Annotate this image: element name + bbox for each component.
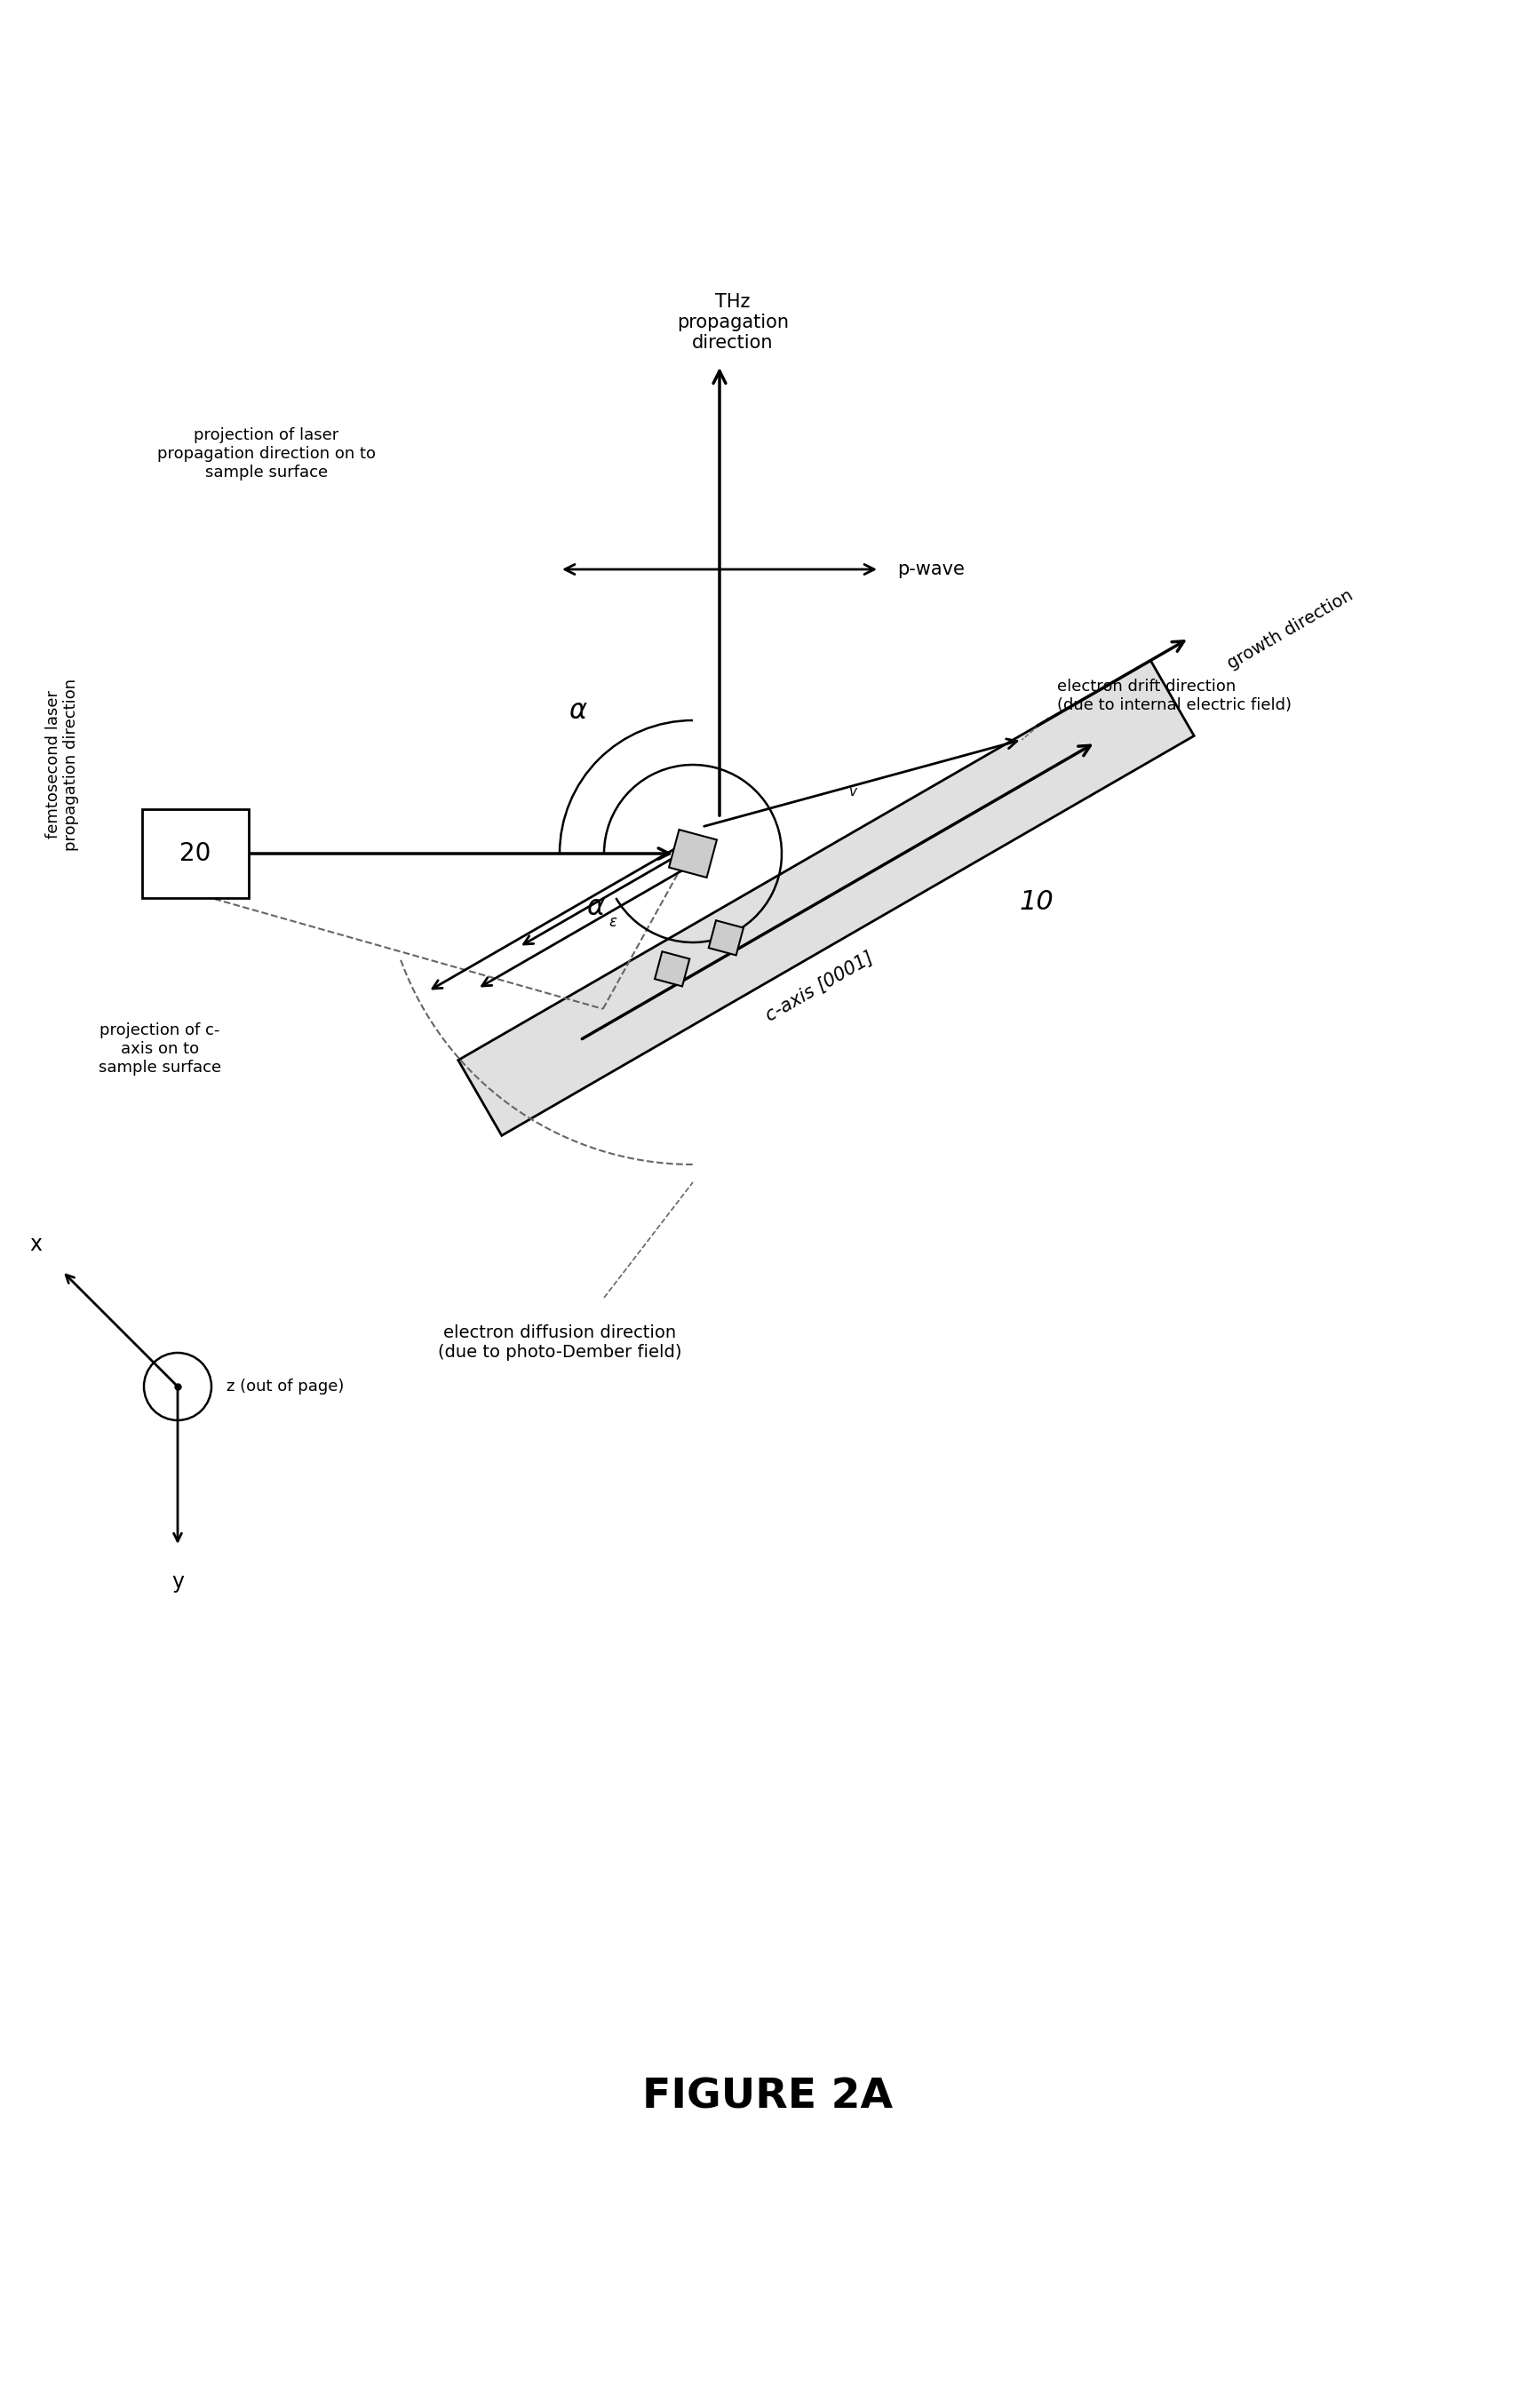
Text: 10: 10 bbox=[1019, 889, 1055, 915]
Text: 20: 20 bbox=[180, 840, 212, 867]
FancyBboxPatch shape bbox=[143, 809, 249, 898]
Text: z (out of page): z (out of page) bbox=[227, 1377, 344, 1394]
Polygon shape bbox=[709, 920, 743, 956]
Text: y: y bbox=[172, 1572, 184, 1592]
Text: x: x bbox=[29, 1233, 41, 1255]
Polygon shape bbox=[457, 660, 1194, 1137]
Text: THz
propagation
direction: THz propagation direction bbox=[677, 294, 789, 352]
Polygon shape bbox=[655, 951, 689, 987]
Text: projection of laser
propagation direction on to
sample surface: projection of laser propagation directio… bbox=[157, 429, 376, 482]
Text: electron drift direction
(due to internal electric field): electron drift direction (due to interna… bbox=[1058, 679, 1292, 713]
Text: c-axis [0001]: c-axis [0001] bbox=[763, 949, 876, 1026]
Text: FIGURE 2A: FIGURE 2A bbox=[642, 2078, 893, 2117]
Text: v: v bbox=[849, 785, 857, 799]
Text: femtosecond laser
propagation direction: femtosecond laser propagation direction bbox=[45, 679, 80, 850]
Text: electron diffusion direction
(due to photo-Dember field): electron diffusion direction (due to pho… bbox=[437, 1324, 682, 1361]
Text: growth direction: growth direction bbox=[1225, 588, 1355, 672]
Text: α: α bbox=[568, 698, 586, 725]
Text: projection of c-
axis on to
sample surface: projection of c- axis on to sample surfa… bbox=[98, 1023, 221, 1076]
Text: α: α bbox=[586, 893, 605, 920]
Text: p-wave: p-wave bbox=[896, 561, 964, 578]
Polygon shape bbox=[669, 831, 717, 877]
Text: ε: ε bbox=[608, 915, 617, 929]
